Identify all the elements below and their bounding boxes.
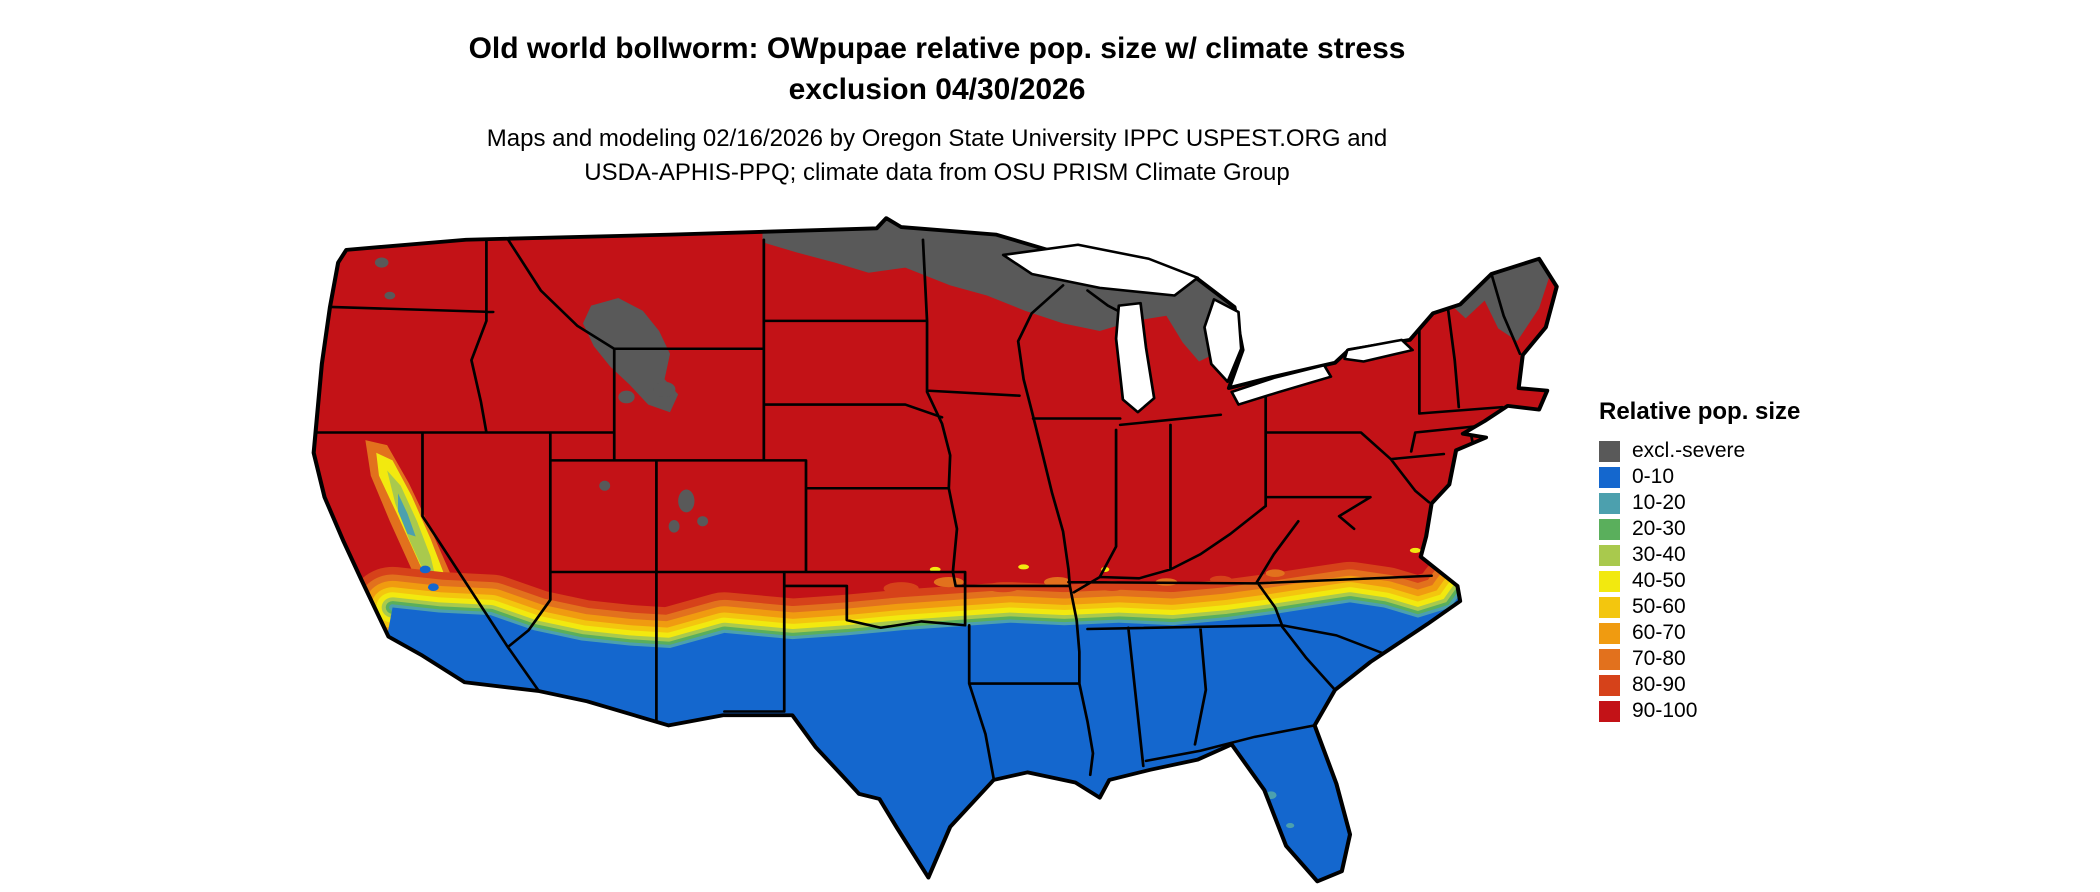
region-excl-speck: [668, 519, 680, 533]
legend-item-v0: 0-10: [1599, 464, 1859, 490]
legend-label: 50-60: [1632, 595, 1686, 618]
legend-item-v60: 60-70: [1599, 620, 1859, 646]
legend-swatch-v40: [1599, 570, 1620, 592]
region-central-valley-teal: [398, 493, 416, 537]
legend-item-excl: excl.-severe: [1599, 438, 1859, 464]
legend-items: excl.-severe 0-10 10-20 20-30 30-40 40-50 50-6…: [1599, 438, 1859, 724]
great-lakes: [1001, 243, 1414, 414]
legend-swatch-v60: [1599, 622, 1620, 644]
legend-label: 70-80: [1632, 647, 1686, 670]
legend-swatch-v20: [1599, 518, 1620, 540]
legend-label: 0-10: [1632, 465, 1675, 488]
legend-label: excl.-severe: [1632, 439, 1746, 462]
legend-swatch-v50: [1599, 596, 1620, 618]
page-subtitle: Maps and modeling 02/16/2026 by Oregon S…: [237, 122, 1637, 190]
legend-item-v20: 20-30: [1599, 516, 1859, 542]
speckle: [883, 582, 919, 595]
legend-label: 60-70: [1632, 621, 1686, 644]
legend-label: 80-90: [1632, 673, 1686, 696]
region-blue-south-0-10: [343, 592, 1500, 882]
speckle: [427, 583, 439, 591]
region-excl-speck: [384, 291, 396, 300]
speckle: [1409, 547, 1421, 553]
legend-item-v90: 90-100: [1599, 698, 1859, 724]
legend: Relative pop. size excl.-severe 0-10 10-20…: [1599, 398, 1859, 724]
legend-swatch-v0: [1599, 466, 1620, 488]
region-excl-yellowstone: [582, 298, 679, 413]
legend-swatch-excl: [1599, 440, 1620, 462]
legend-item-v80: 80-90: [1599, 672, 1859, 698]
subtitle-line-1: Maps and modeling 02/16/2026 by Oregon S…: [486, 125, 1388, 152]
lake-erie: [1230, 364, 1333, 406]
speckle: [1018, 564, 1030, 570]
legend-item-v10: 10-20: [1599, 490, 1859, 516]
legend-label: 30-40: [1632, 543, 1686, 566]
legend-item-v30: 30-40: [1599, 542, 1859, 568]
lake-ontario: [1343, 338, 1414, 363]
lake-superior: [1001, 243, 1200, 297]
legend-swatch-v70: [1599, 648, 1620, 670]
legend-item-v50: 50-60: [1599, 594, 1859, 620]
legend-label: 40-50: [1632, 569, 1686, 592]
us-map: [262, 189, 1622, 889]
page-title: Old world bollworm: OWpupae relative pop…: [237, 28, 1637, 110]
region-excl-speck: [678, 489, 695, 513]
legend-item-v70: 70-80: [1599, 646, 1859, 672]
speckle: [1286, 823, 1295, 829]
title-line-1: Old world bollworm: OWpupae relative pop…: [468, 32, 1406, 65]
us-map-svg: [311, 216, 1559, 884]
legend-swatch-v90: [1599, 700, 1620, 722]
region-excl-adirondacks: [1358, 315, 1402, 342]
lake-michigan: [1114, 301, 1156, 414]
region-excl-speck: [653, 381, 676, 397]
subtitle-line-2: USDA-APHIS-PPQ; climate data from OSU PR…: [584, 159, 1290, 186]
legend-title: Relative pop. size: [1599, 398, 1801, 425]
state-borders: [316, 238, 1522, 780]
region-excl-speck: [599, 480, 611, 491]
speckle: [1265, 569, 1285, 578]
legend-label: 20-30: [1632, 517, 1686, 540]
legend-label: 10-20: [1632, 491, 1686, 514]
region-excl-speck: [697, 516, 709, 527]
legend-item-v40: 40-50: [1599, 568, 1859, 594]
speckle: [419, 565, 431, 574]
legend-swatch-v80: [1599, 674, 1620, 696]
lake-huron: [1203, 298, 1243, 384]
title-line-2: exclusion 04/30/2026: [788, 73, 1086, 106]
map-color-regions: [313, 218, 1557, 882]
region-excl-speck: [618, 390, 635, 404]
speckle: [1209, 575, 1232, 584]
legend-swatch-v30: [1599, 544, 1620, 566]
legend-label: 90-100: [1632, 699, 1698, 722]
region-excl-speck: [374, 257, 389, 268]
legend-swatch-v10: [1599, 492, 1620, 514]
